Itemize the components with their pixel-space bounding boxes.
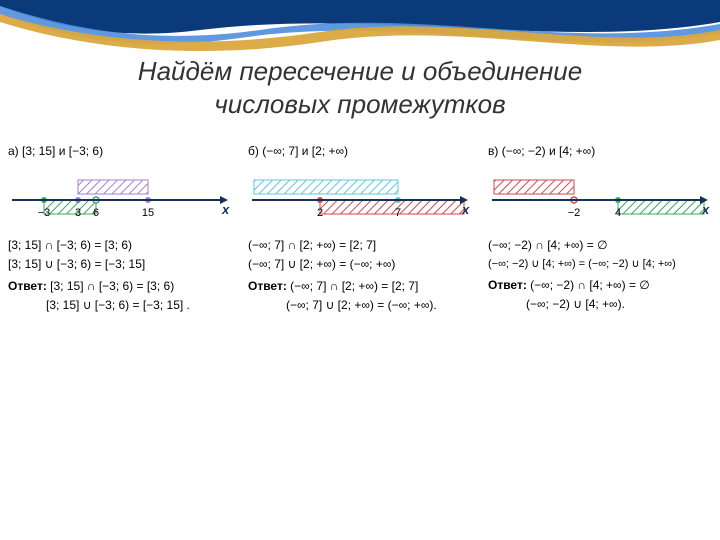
svg-text:x: x [701, 202, 710, 217]
column-b: б) (−∞; 7] и [2; +∞) x 2 7 (−∞; 7] ∩ [2; +… [240, 140, 480, 321]
answer-a-2: [3; 15] ∪ [−3; 6) = [−3; 15] . [8, 298, 232, 312]
answer-label: Ответ: [248, 279, 287, 293]
eq-c-2: (−∞; −2) ∪ [4; +∞) = (−∞; −2) ∪ [4; +∞) [488, 257, 712, 270]
svg-text:15: 15 [142, 207, 154, 219]
svg-text:7: 7 [395, 207, 401, 219]
answer-c-1: (−∞; −2) ∩ [4; +∞) = ∅ [530, 278, 650, 292]
answer-a-1: [3; 15] ∩ [−3; 6) = [3; 6) [50, 279, 174, 293]
problem-c-label: в) (−∞; −2) и [4; +∞) [488, 144, 712, 158]
answer-label: Ответ: [488, 278, 527, 292]
svg-text:x: x [221, 202, 230, 217]
svg-text:3: 3 [75, 207, 81, 219]
column-c: в) (−∞; −2) и [4; +∞) x −2 4 (−∞; −2) ∩ [4… [480, 140, 720, 321]
answer-b-1: (−∞; 7] ∩ [2; +∞) = [2; 7] [290, 279, 418, 293]
content-row: а) [3; 15] и [−3; 6) x −3 36 15 [3; 15] ∩ [… [0, 140, 720, 321]
svg-text:x: x [461, 202, 470, 217]
eq-c-1: (−∞; −2) ∩ [4; +∞) = ∅ [488, 238, 712, 252]
answer-a: Ответ: [3; 15] ∩ [−3; 6) = [3; 6) [8, 279, 232, 293]
eq-b-1: (−∞; 7] ∩ [2; +∞) = [2; 7] [248, 238, 472, 252]
numberline-b: x 2 7 [248, 170, 472, 230]
svg-text:4: 4 [615, 207, 621, 219]
column-a: а) [3; 15] и [−3; 6) x −3 36 15 [3; 15] ∩ [… [0, 140, 240, 321]
svg-text:−3: −3 [38, 207, 51, 219]
answer-c: Ответ: (−∞; −2) ∩ [4; +∞) = ∅ [488, 278, 712, 292]
svg-text:2: 2 [317, 207, 323, 219]
answer-label: Ответ: [8, 279, 47, 293]
numberline-c: x −2 4 [488, 170, 712, 230]
eq-a-2: [3; 15] ∪ [−3; 6) = [−3; 15] [8, 257, 232, 271]
numberline-a: x −3 36 15 [8, 170, 232, 230]
problem-b-label: б) (−∞; 7] и [2; +∞) [248, 144, 472, 158]
title-line-1: Найдём пересечение и объединение [138, 56, 582, 86]
answer-b-2: (−∞; 7] ∪ [2; +∞) = (−∞; +∞). [248, 298, 472, 312]
eq-a-1: [3; 15] ∩ [−3; 6) = [3; 6) [8, 238, 232, 252]
title-line-2: числовых промежутков [214, 89, 505, 119]
header-swoosh [0, 0, 720, 60]
answer-b: Ответ: (−∞; 7] ∩ [2; +∞) = [2; 7] [248, 279, 472, 293]
svg-text:6: 6 [93, 207, 99, 219]
page-title: Найдём пересечение и объединение числовы… [0, 55, 720, 120]
eq-b-2: (−∞; 7] ∪ [2; +∞) = (−∞; +∞) [248, 257, 472, 271]
answer-c-2: (−∞; −2) ∪ [4; +∞). [488, 297, 712, 311]
problem-a-label: а) [3; 15] и [−3; 6) [8, 144, 232, 158]
svg-text:−2: −2 [568, 207, 581, 219]
